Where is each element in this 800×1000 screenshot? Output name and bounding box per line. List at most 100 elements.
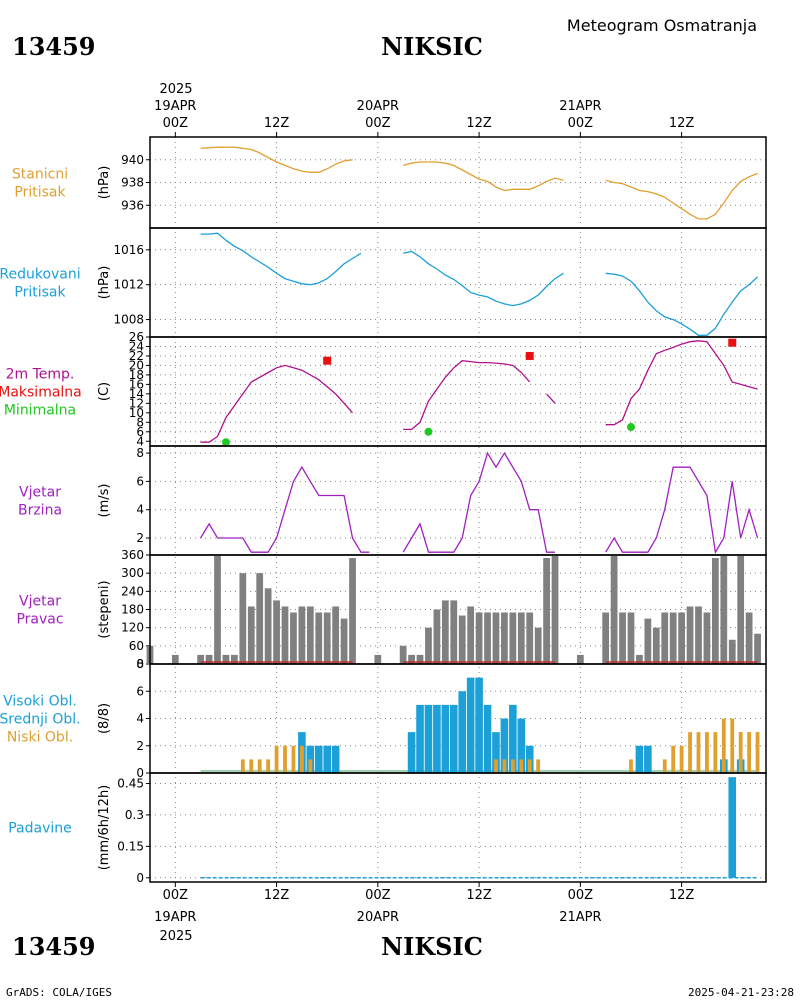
- wind-direction-bar: [399, 645, 407, 664]
- low-cloud-bar: [713, 732, 718, 773]
- high-cloud-bar: [314, 745, 323, 773]
- station-name: NIKSIC: [381, 32, 483, 61]
- wind-direction-bar: [374, 654, 382, 664]
- panel-label: Pravac: [16, 612, 63, 628]
- y-tick-label: 1008: [113, 313, 144, 327]
- panel-label: Pritisak: [14, 185, 66, 201]
- wind-direction-bar: [197, 654, 205, 664]
- y-tick-label: 940: [121, 153, 144, 167]
- y-tick-label: 0: [136, 871, 144, 885]
- wind-direction-bar: [501, 612, 508, 664]
- panel-label: Vjetar: [19, 594, 61, 610]
- wind-direction-bar: [425, 627, 432, 664]
- high-cloud-bar: [449, 704, 458, 773]
- wind-direction-bar: [171, 654, 179, 664]
- panel-label: Visoki Obl.: [3, 694, 77, 710]
- low-cloud-bar: [266, 759, 271, 773]
- high-cloud-bar: [500, 718, 509, 773]
- low-cloud-bar: [671, 745, 676, 773]
- low-cloud-bar: [519, 759, 524, 773]
- reduced-pressure-line: [605, 272, 759, 336]
- low-cloud-bar: [308, 759, 313, 773]
- footer-station-id: 13459: [12, 932, 96, 961]
- y-tick-label: 300: [121, 566, 144, 580]
- meteogram-subtitle: Meteogram Osmatranja: [567, 16, 757, 35]
- wind-direction-bar: [273, 600, 280, 664]
- wind-direction-bar: [239, 573, 247, 664]
- panel-label: Niski Obl.: [7, 730, 73, 746]
- top-hour-label: 12Z: [264, 116, 290, 131]
- wind-direction-bar: [754, 633, 761, 664]
- low-cloud-bar: [629, 759, 633, 773]
- top-hour-label: 00Z: [163, 116, 189, 131]
- low-cloud-bar: [705, 732, 709, 773]
- bottom-hour-label: 00Z: [163, 888, 189, 903]
- y-tick-label: 4: [136, 712, 144, 726]
- wind-direction-bar: [602, 612, 610, 664]
- top-hour-label: 12Z: [669, 116, 695, 131]
- wind-direction-bar: [610, 556, 618, 664]
- wind-direction-bar: [728, 639, 736, 664]
- plot-layer: 00Z 19APR 00Z 19APR 12Z 12Z 00Z 20APR 00Z 20APR 12…: [0, 99, 767, 925]
- panel-frame: [149, 336, 767, 447]
- high-cloud-bar: [441, 704, 450, 773]
- panel-label: Vjetar: [19, 485, 61, 501]
- low-cloud-bar: [688, 732, 692, 773]
- y-tick-label: 14: [129, 387, 144, 401]
- wind-direction-bar: [644, 618, 652, 664]
- pressure-line: [605, 172, 758, 220]
- y-tick-label: 0: [136, 766, 144, 780]
- wind-direction-bar: [669, 612, 677, 664]
- wind-direction-bar: [306, 606, 314, 664]
- panel-frame: [149, 136, 767, 229]
- wind-direction-bar: [686, 606, 694, 664]
- bottom-hour-label: 12Z: [669, 888, 695, 903]
- temperature-line: [200, 364, 353, 443]
- wind-speed-line: [200, 465, 370, 553]
- wind-direction-bar: [475, 612, 483, 664]
- high-cloud-bar: [433, 704, 441, 773]
- max-temp-marker: [323, 356, 332, 365]
- low-cloud-bar: [240, 759, 245, 773]
- top-date-label: 21APR: [559, 99, 601, 114]
- y-axis-unit: (mm/6h/12h): [97, 785, 112, 871]
- y-tick-label: 4: [136, 503, 144, 517]
- y-tick-label: 120: [121, 621, 144, 635]
- top-date-label: 19APR: [154, 99, 196, 114]
- y-tick-label: 60: [129, 639, 144, 653]
- bottom-hour-label: 12Z: [466, 888, 492, 903]
- y-tick-label: 6: [136, 425, 144, 439]
- low-cloud-bar: [249, 759, 254, 773]
- high-cloud-bar: [475, 677, 483, 773]
- wind-speed-line: [605, 466, 759, 555]
- high-cloud-bar: [635, 745, 644, 773]
- wind-direction-bar: [467, 606, 475, 664]
- low-cloud-bar: [738, 732, 743, 773]
- high-cloud-bar: [644, 745, 652, 773]
- bottom-hour-label: 00Z: [568, 888, 594, 903]
- y-axis-unit: (C): [97, 382, 112, 401]
- wind-direction-bar: [484, 612, 491, 664]
- pressure-line: [200, 146, 353, 173]
- panel-label: Srednji Obl.: [0, 712, 81, 728]
- bottom-hour-label: 12Z: [264, 888, 290, 903]
- high-cloud-bar: [416, 704, 424, 773]
- wind-direction-bar: [458, 615, 466, 664]
- high-cloud-bar: [509, 704, 517, 773]
- low-cloud-bar: [662, 759, 667, 773]
- min-temp-marker: [424, 427, 433, 436]
- wind-direction-bar: [433, 609, 441, 664]
- panel-label: Minimalna: [4, 403, 76, 419]
- footer-source: GrADS: COLA/IGES: [6, 986, 112, 999]
- wind-direction-bar: [256, 573, 264, 664]
- low-cloud-bar: [257, 759, 262, 773]
- low-cloud-bar: [299, 745, 304, 773]
- low-cloud-bar: [510, 759, 515, 773]
- wind-direction-bar: [332, 606, 340, 664]
- wind-direction-bar: [340, 618, 348, 664]
- wind-direction-bar: [576, 654, 584, 664]
- min-temp-marker: [221, 438, 230, 447]
- panel-label: Redukovani: [0, 267, 81, 283]
- panel-label: Pritisak: [14, 285, 66, 301]
- low-cloud-bar: [502, 759, 507, 773]
